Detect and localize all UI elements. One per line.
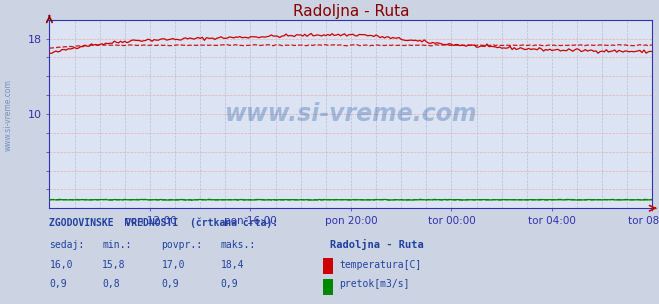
- Text: Radoljna - Ruta: Radoljna - Ruta: [330, 239, 423, 250]
- Text: 0,9: 0,9: [49, 279, 67, 289]
- Text: min.:: min.:: [102, 240, 132, 250]
- Text: sedaj:: sedaj:: [49, 240, 84, 250]
- Text: ZGODOVINSKE  VREDNOSTI  (črtkana črta):: ZGODOVINSKE VREDNOSTI (črtkana črta):: [49, 218, 279, 229]
- Text: 15,8: 15,8: [102, 260, 126, 270]
- Text: temperatura[C]: temperatura[C]: [339, 260, 422, 270]
- Text: 0,9: 0,9: [161, 279, 179, 289]
- Text: 18,4: 18,4: [221, 260, 244, 270]
- Text: maks.:: maks.:: [221, 240, 256, 250]
- Text: www.si-vreme.com: www.si-vreme.com: [225, 102, 477, 126]
- Text: 0,8: 0,8: [102, 279, 120, 289]
- Text: povpr.:: povpr.:: [161, 240, 202, 250]
- Text: 17,0: 17,0: [161, 260, 185, 270]
- Text: 0,9: 0,9: [221, 279, 239, 289]
- Text: pretok[m3/s]: pretok[m3/s]: [339, 279, 410, 289]
- Text: 16,0: 16,0: [49, 260, 73, 270]
- Title: Radoljna - Ruta: Radoljna - Ruta: [293, 4, 409, 19]
- Text: www.si-vreme.com: www.si-vreme.com: [3, 80, 13, 151]
